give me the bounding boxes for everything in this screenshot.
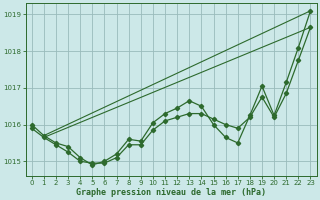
X-axis label: Graphe pression niveau de la mer (hPa): Graphe pression niveau de la mer (hPa) [76, 188, 266, 197]
